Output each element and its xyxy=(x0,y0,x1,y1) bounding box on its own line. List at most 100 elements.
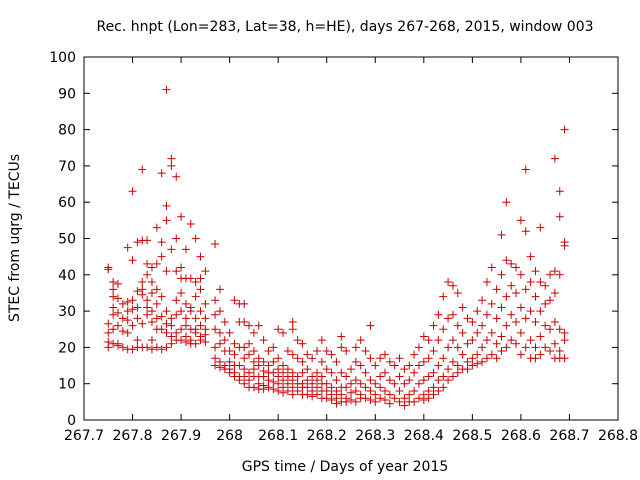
data-point xyxy=(492,354,501,363)
data-point xyxy=(172,296,181,305)
data-point xyxy=(133,287,142,296)
data-point xyxy=(308,379,317,388)
data-point xyxy=(468,336,477,345)
data-point xyxy=(419,332,428,341)
data-point xyxy=(138,278,147,287)
data-point xyxy=(109,285,118,294)
data-point xyxy=(516,216,525,225)
data-point xyxy=(526,336,535,345)
data-point xyxy=(560,354,569,363)
data-point xyxy=(152,223,161,232)
data-point xyxy=(143,343,152,352)
y-tick-label: 60 xyxy=(58,195,76,211)
data-point xyxy=(274,325,283,334)
data-point xyxy=(429,383,438,392)
data-point xyxy=(201,299,210,308)
data-point xyxy=(249,365,258,374)
data-point xyxy=(211,310,220,319)
data-point xyxy=(555,187,564,196)
data-point xyxy=(157,312,166,321)
data-point xyxy=(482,336,491,345)
data-point xyxy=(143,259,152,268)
data-point xyxy=(303,350,312,359)
data-point xyxy=(327,368,336,377)
data-point xyxy=(201,314,210,323)
data-point xyxy=(337,343,346,352)
data-point xyxy=(308,392,317,401)
data-point xyxy=(313,368,322,377)
data-point xyxy=(245,339,254,348)
data-point xyxy=(264,376,273,385)
data-point xyxy=(327,396,336,405)
data-point xyxy=(361,368,370,377)
data-point xyxy=(536,350,545,359)
data-point xyxy=(385,390,394,399)
data-point xyxy=(390,379,399,388)
data-point xyxy=(167,245,176,254)
data-point xyxy=(390,361,399,370)
data-point xyxy=(240,299,249,308)
data-point xyxy=(414,343,423,352)
x-tick-label: 268.3 xyxy=(355,428,395,444)
data-point xyxy=(405,390,414,399)
data-point xyxy=(298,368,307,377)
data-point xyxy=(536,278,545,287)
data-point xyxy=(123,298,132,307)
data-point xyxy=(347,365,355,374)
data-point xyxy=(249,347,258,356)
data-point xyxy=(400,379,409,388)
data-point xyxy=(424,372,433,381)
data-point xyxy=(259,357,268,366)
data-point xyxy=(240,365,249,374)
data-point xyxy=(317,357,326,366)
data-point xyxy=(249,383,258,392)
data-point xyxy=(550,154,559,163)
data-point xyxy=(177,263,186,272)
data-point xyxy=(424,394,433,403)
y-tick-label: 40 xyxy=(58,268,76,284)
data-point xyxy=(167,339,176,348)
data-point xyxy=(254,354,263,363)
data-point xyxy=(162,319,171,328)
data-point xyxy=(526,307,535,316)
y-tick-label: 80 xyxy=(58,123,76,139)
data-point xyxy=(332,376,341,385)
data-point xyxy=(531,267,540,276)
data-point xyxy=(225,357,234,366)
y-tick-label: 50 xyxy=(58,232,76,248)
data-point xyxy=(196,285,205,294)
data-point xyxy=(434,376,443,385)
data-point xyxy=(502,292,511,301)
data-point xyxy=(347,379,355,388)
data-point xyxy=(230,296,239,305)
data-point xyxy=(463,339,472,348)
data-point xyxy=(502,321,511,330)
data-point xyxy=(303,383,312,392)
data-point xyxy=(560,241,569,250)
data-point xyxy=(560,328,569,337)
data-point xyxy=(502,256,511,265)
data-point xyxy=(380,396,389,405)
data-point xyxy=(181,245,190,254)
data-point xyxy=(133,238,142,247)
data-point xyxy=(410,350,419,359)
data-point xyxy=(249,357,258,366)
data-point xyxy=(439,383,448,392)
data-point xyxy=(492,314,501,323)
data-point xyxy=(196,307,205,316)
data-point xyxy=(240,379,249,388)
data-point xyxy=(434,310,443,319)
data-point xyxy=(444,376,453,385)
data-point xyxy=(478,343,487,352)
data-point xyxy=(468,354,477,363)
data-point xyxy=(473,328,482,337)
data-point xyxy=(371,379,380,388)
data-point xyxy=(473,359,482,368)
data-point xyxy=(429,347,438,356)
data-point xyxy=(434,336,443,345)
data-point xyxy=(128,345,137,354)
data-point xyxy=(453,368,462,377)
data-point xyxy=(211,361,220,370)
